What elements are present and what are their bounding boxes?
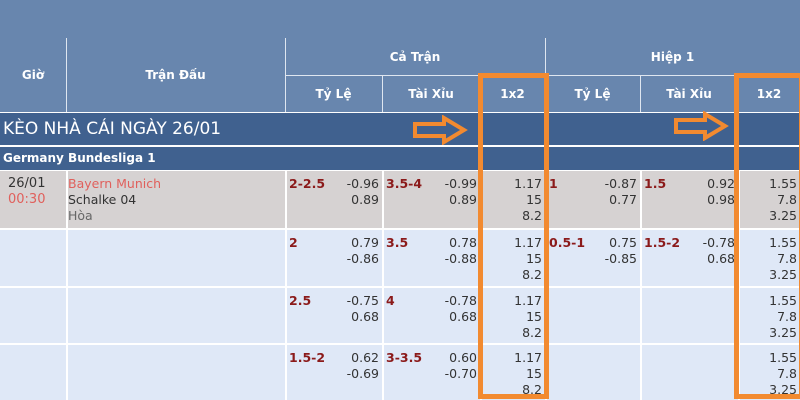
ft-1x2-odds[interactable]: 1.17 15 8.2 bbox=[514, 235, 542, 282]
odds-value[interactable]: 0.75 -0.85 bbox=[604, 235, 637, 266]
header-h1-handicap: Tỷ Lệ bbox=[545, 76, 640, 112]
table-cell-bg bbox=[384, 345, 480, 400]
table-cell-bg bbox=[0, 171, 66, 228]
header-h1-1x2: 1x2 bbox=[738, 76, 800, 112]
header-full-time: Cả Trận bbox=[285, 38, 545, 75]
table-cell-bg bbox=[740, 345, 800, 400]
odds-value[interactable]: 0.60 -0.70 bbox=[444, 350, 477, 381]
table-cell-bg bbox=[287, 230, 382, 286]
odds-value[interactable]: -0.78 0.68 bbox=[444, 293, 477, 324]
header-ft-over-under: Tài Xỉu bbox=[382, 76, 480, 112]
odds-value[interactable]: -0.75 0.68 bbox=[346, 293, 379, 324]
header-h1-over-under: Tài Xỉu bbox=[640, 76, 738, 112]
arrow-right-icon bbox=[674, 111, 729, 141]
table-cell-bg bbox=[642, 230, 738, 286]
ft-1x2-odds[interactable]: 1.17 15 8.2 bbox=[514, 350, 542, 397]
odds-value[interactable]: 0.92 0.98 bbox=[707, 176, 735, 207]
line-value: 3.5 bbox=[386, 235, 409, 250]
table-cell-bg bbox=[482, 288, 545, 343]
match-teams[interactable]: Bayern Munich Schalke 04 Hòa bbox=[68, 171, 283, 224]
odds-value[interactable]: -0.96 0.89 bbox=[346, 176, 379, 207]
line-value: 2-2.5 bbox=[289, 176, 326, 191]
table-cell-bg bbox=[68, 288, 285, 343]
line-value: 4 bbox=[386, 293, 395, 308]
line-value: 1.5-2 bbox=[644, 235, 681, 250]
table-cell-bg bbox=[547, 171, 640, 228]
odds-value[interactable] bbox=[642, 288, 738, 293]
line-value: 1.5-2 bbox=[289, 350, 326, 365]
table-cell-bg bbox=[68, 171, 285, 228]
table-cell-bg bbox=[0, 345, 66, 400]
table-cell-bg bbox=[482, 171, 545, 228]
draw-label: Hòa bbox=[68, 208, 93, 223]
line-value: 3-3.5 bbox=[386, 350, 423, 365]
table-cell-bg bbox=[547, 230, 640, 286]
odds-value[interactable] bbox=[547, 288, 640, 293]
highlight-box-h1-1x2 bbox=[734, 73, 800, 399]
h1-1x2-odds[interactable]: 1.55 7.8 3.25 bbox=[769, 293, 797, 340]
away-team: Schalke 04 bbox=[68, 192, 137, 207]
table-cell-bg bbox=[0, 230, 66, 286]
match-datetime: 26/01 00:30 bbox=[8, 176, 46, 207]
header-time: Giờ bbox=[0, 38, 66, 112]
odds-value[interactable]: 0.62 -0.69 bbox=[346, 350, 379, 381]
line-value: 2.5 bbox=[289, 293, 312, 308]
odds-value[interactable]: -0.99 0.89 bbox=[444, 176, 477, 207]
odds-value[interactable] bbox=[547, 345, 640, 350]
odds-value[interactable] bbox=[642, 345, 738, 350]
odds-value[interactable]: -0.78 0.68 bbox=[702, 235, 735, 266]
table-cell-bg bbox=[547, 345, 640, 400]
table-cell-bg bbox=[740, 171, 800, 228]
line-value: 2 bbox=[289, 235, 298, 250]
home-team: Bayern Munich bbox=[68, 176, 162, 191]
table-cell-bg bbox=[68, 345, 285, 400]
line-value: 3.5-4 bbox=[386, 176, 423, 191]
table-cell-bg bbox=[384, 288, 480, 343]
odds-value[interactable]: -0.87 0.77 bbox=[604, 176, 637, 207]
section-title: KÈO NHÀ CÁI NGÀY 26/01 bbox=[0, 113, 800, 145]
odds-value[interactable]: 0.79 -0.86 bbox=[346, 235, 379, 266]
line-value: 0.5-1 bbox=[549, 235, 586, 250]
header-first-half: Hiệp 1 bbox=[545, 38, 800, 75]
table-cell-bg bbox=[642, 345, 738, 400]
table-cell-bg bbox=[384, 230, 480, 286]
line-value: 1.5 bbox=[644, 176, 667, 191]
table-cell-bg bbox=[642, 288, 738, 343]
odds-value[interactable]: 0.78 -0.88 bbox=[444, 235, 477, 266]
h1-1x2-odds[interactable]: 1.55 7.8 3.25 bbox=[769, 235, 797, 282]
h1-1x2-odds[interactable]: 1.55 7.8 3.25 bbox=[769, 350, 797, 397]
table-cell-bg bbox=[740, 288, 800, 343]
table-cell-bg bbox=[642, 171, 738, 228]
highlight-box-ft-1x2 bbox=[478, 73, 549, 399]
league-name[interactable]: Germany Bundesliga 1 bbox=[0, 147, 800, 170]
table-cell-bg bbox=[287, 171, 382, 228]
table-cell-bg bbox=[547, 288, 640, 343]
header-ft-1x2: 1x2 bbox=[480, 76, 545, 112]
table-cell-bg bbox=[287, 288, 382, 343]
table-cell-bg bbox=[384, 171, 480, 228]
table-cell-bg bbox=[287, 345, 382, 400]
table-cell-bg bbox=[740, 230, 800, 286]
header-match: Trận Đấu bbox=[66, 38, 285, 112]
table-cell-bg bbox=[0, 288, 66, 343]
table-cell-bg bbox=[482, 345, 545, 400]
arrow-right-icon bbox=[413, 115, 468, 145]
ft-1x2-odds[interactable]: 1.17 15 8.2 bbox=[514, 176, 542, 223]
header-ft-handicap: Tỷ Lệ bbox=[285, 76, 382, 112]
line-value: 1 bbox=[549, 176, 558, 191]
table-cell-bg bbox=[68, 230, 285, 286]
h1-1x2-odds[interactable]: 1.55 7.8 3.25 bbox=[769, 176, 797, 223]
table-cell-bg bbox=[482, 230, 545, 286]
ft-1x2-odds[interactable]: 1.17 15 8.2 bbox=[514, 293, 542, 340]
